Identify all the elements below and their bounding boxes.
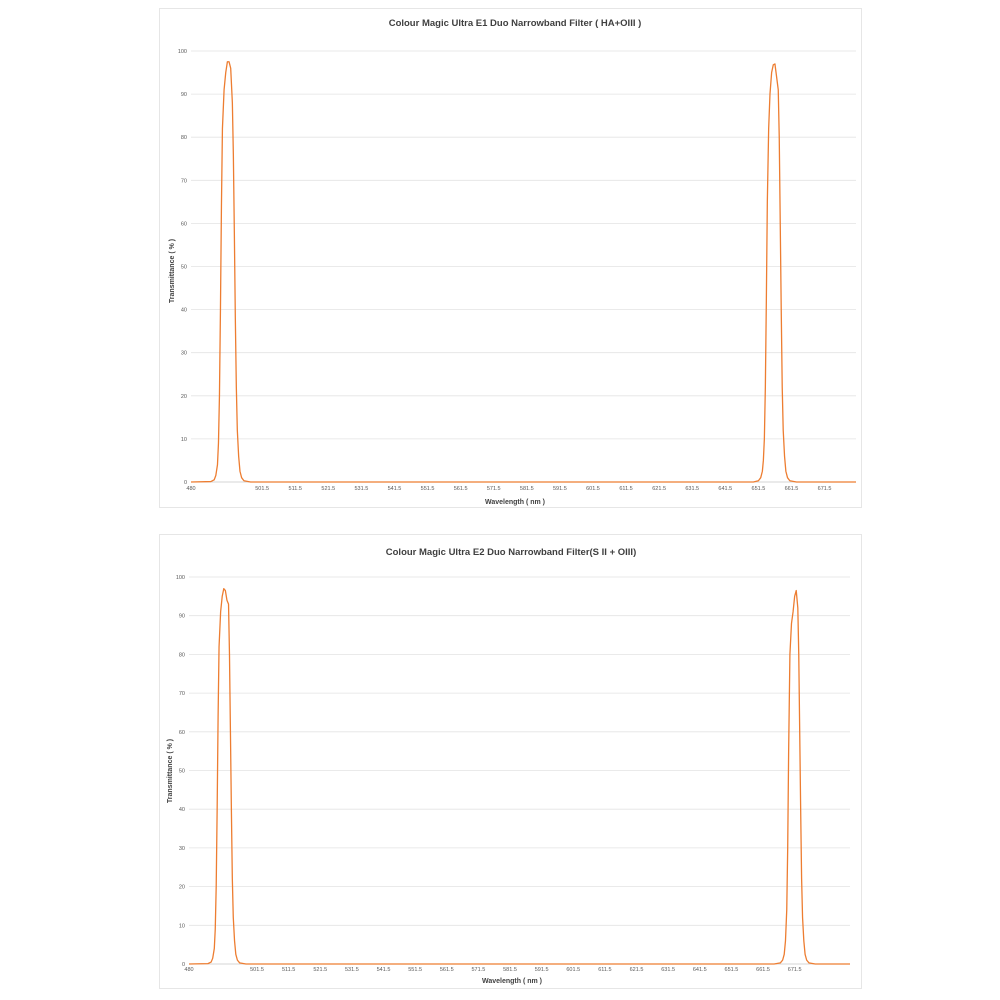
x-tick-label: 651.5 — [725, 967, 739, 973]
x-tick-label: 511.5 — [282, 967, 295, 973]
y-tick-label: 60 — [179, 730, 185, 736]
y-tick-label: 100 — [176, 575, 185, 581]
x-tick-label: 631.5 — [685, 486, 699, 492]
x-axis-label: Wavelength ( nm ) — [485, 499, 545, 506]
chart-panel-e2: Colour Magic Ultra E2 Duo Narrowband Fil… — [159, 534, 862, 989]
y-tick-label: 40 — [181, 308, 187, 314]
transmittance-line — [190, 61, 856, 483]
x-tick-label: 661.5 — [785, 486, 799, 492]
y-tick-label: 100 — [178, 49, 187, 55]
chart-e1: Colour Magic Ultra E1 Duo Narrowband Fil… — [169, 18, 856, 506]
x-tick-label: 501.5 — [250, 967, 264, 973]
x-tick-label: 551.5 — [408, 967, 422, 973]
x-tick-label: 671.5 — [788, 967, 802, 973]
y-tick-label: 0 — [182, 962, 185, 968]
chart-title: Colour Magic Ultra E2 Duo Narrowband Fil… — [386, 547, 636, 558]
y-tick-label: 60 — [181, 221, 187, 227]
y-tick-labels: 0 10 20 30 40 50 60 70 80 90 100 — [178, 49, 187, 486]
y-tick-label: 80 — [179, 652, 185, 658]
x-tick-label: 531.5 — [355, 486, 369, 492]
x-tick-labels: 480 501.5 511.5 521.5 531.5 541.5 551.5 561.5 57… — [186, 486, 831, 492]
y-tick-label: 30 — [181, 351, 187, 357]
y-tick-label: 30 — [179, 846, 185, 852]
x-tick-label: 571.5 — [487, 486, 501, 492]
y-tick-label: 50 — [179, 769, 185, 775]
y-tick-label: 10 — [181, 437, 187, 443]
y-axis-label: Transmittance ( % ) — [167, 739, 174, 803]
x-tick-label: 671.5 — [818, 486, 832, 492]
x-tick-label: 511.5 — [289, 486, 302, 492]
y-tick-label: 90 — [179, 614, 185, 620]
x-axis-label: Wavelength ( nm ) — [482, 978, 542, 985]
y-tick-label: 0 — [184, 480, 187, 486]
x-tick-label: 561.5 — [440, 967, 454, 973]
chart-panel-e1: Colour Magic Ultra E1 Duo Narrowband Fil… — [159, 8, 862, 508]
x-tick-label: 571.5 — [472, 967, 486, 973]
x-tick-label: 501.5 — [255, 486, 269, 492]
x-tick-label: 611.5 — [619, 486, 632, 492]
y-tick-labels: 0 10 20 30 40 50 60 70 80 90 100 — [176, 575, 185, 968]
y-tick-label: 20 — [179, 885, 185, 891]
series-lines — [188, 587, 850, 965]
y-tick-label: 90 — [181, 92, 187, 98]
gridlines — [189, 576, 850, 965]
x-tick-label: 591.5 — [553, 486, 567, 492]
x-tick-label: 531.5 — [345, 967, 359, 973]
x-tick-label: 541.5 — [388, 486, 402, 492]
x-tick-label: 601.5 — [586, 486, 600, 492]
x-tick-label: 601.5 — [566, 967, 580, 973]
y-tick-label: 80 — [181, 135, 187, 141]
transmittance-line — [188, 587, 850, 965]
y-tick-label: 20 — [181, 394, 187, 400]
x-tick-label: 551.5 — [421, 486, 435, 492]
y-tick-label: 10 — [179, 923, 185, 929]
chart-title: Colour Magic Ultra E1 Duo Narrowband Fil… — [389, 18, 642, 29]
x-tick-label: 641.5 — [718, 486, 732, 492]
x-tick-label: 480 — [186, 486, 195, 492]
x-tick-label: 480 — [184, 967, 193, 973]
x-tick-label: 581.5 — [520, 486, 534, 492]
x-tick-label: 641.5 — [693, 967, 707, 973]
y-axis-label: Transmittance ( % ) — [169, 239, 176, 303]
y-tick-label: 70 — [181, 178, 187, 184]
x-tick-label: 621.5 — [630, 967, 644, 973]
x-tick-label: 521.5 — [313, 967, 327, 973]
y-tick-label: 70 — [179, 691, 185, 697]
x-tick-label: 621.5 — [652, 486, 666, 492]
x-tick-label: 541.5 — [377, 967, 391, 973]
gridlines — [191, 50, 856, 483]
y-tick-label: 50 — [181, 265, 187, 271]
x-tick-label: 561.5 — [454, 486, 468, 492]
x-tick-label: 611.5 — [598, 967, 611, 973]
y-tick-label: 40 — [179, 807, 185, 813]
x-tick-label: 581.5 — [503, 967, 517, 973]
chart-e2: Colour Magic Ultra E2 Duo Narrowband Fil… — [167, 547, 850, 985]
series-lines — [190, 61, 856, 483]
x-tick-label: 661.5 — [756, 967, 770, 973]
x-tick-label: 631.5 — [661, 967, 675, 973]
x-tick-labels: 480 501.5 511.5 521.5 531.5 541.5 551.5 561.5 57… — [184, 967, 801, 973]
x-tick-label: 651.5 — [752, 486, 766, 492]
x-tick-label: 591.5 — [535, 967, 549, 973]
x-tick-label: 521.5 — [321, 486, 335, 492]
